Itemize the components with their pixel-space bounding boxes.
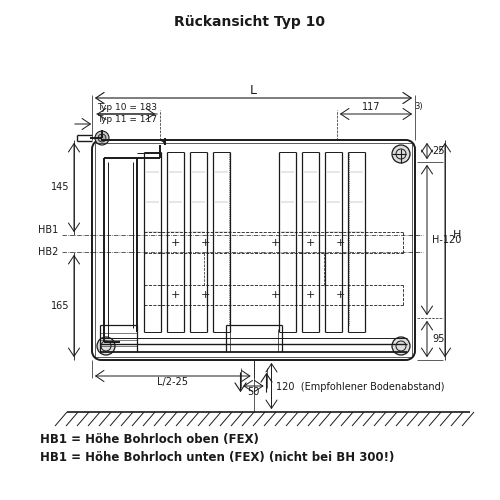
Text: +: + [306,290,314,300]
Text: L/2-25: L/2-25 [157,377,188,387]
Text: Typ 10 = 183: Typ 10 = 183 [97,102,157,112]
Text: +: + [336,238,344,248]
Circle shape [97,337,115,355]
Text: +: + [200,290,209,300]
Text: HB1: HB1 [38,225,58,235]
Text: +: + [170,238,179,248]
Text: 165: 165 [50,301,69,311]
Text: +: + [170,290,179,300]
Circle shape [392,337,410,355]
Text: +: + [270,290,280,300]
Circle shape [95,131,109,145]
Text: +: + [336,290,344,300]
Text: 95: 95 [432,334,444,344]
Circle shape [98,134,106,142]
Text: Typ 11 = 117: Typ 11 = 117 [97,114,157,124]
Circle shape [392,145,410,163]
Text: H: H [453,230,462,240]
Text: Rückansicht Typ 10: Rückansicht Typ 10 [174,15,326,29]
Text: 50: 50 [248,387,260,397]
Text: +: + [306,238,314,248]
Text: +: + [200,238,209,248]
Text: 145: 145 [50,182,69,192]
Text: +: + [270,238,280,248]
Text: HB1 = Höhe Bohrloch oben (FEX): HB1 = Höhe Bohrloch oben (FEX) [40,434,259,446]
Text: 117: 117 [362,102,380,112]
Text: HB2: HB2 [38,247,58,257]
Text: H-120: H-120 [432,235,462,245]
Text: 25: 25 [432,146,444,156]
Text: 3): 3) [414,102,424,112]
Text: L: L [250,84,257,96]
Text: HB1 = Höhe Bohrloch unten (FEX) (nicht bei BH 300!): HB1 = Höhe Bohrloch unten (FEX) (nicht b… [40,452,395,464]
Text: 120  (Empfohlener Bodenabstand): 120 (Empfohlener Bodenabstand) [276,382,444,392]
